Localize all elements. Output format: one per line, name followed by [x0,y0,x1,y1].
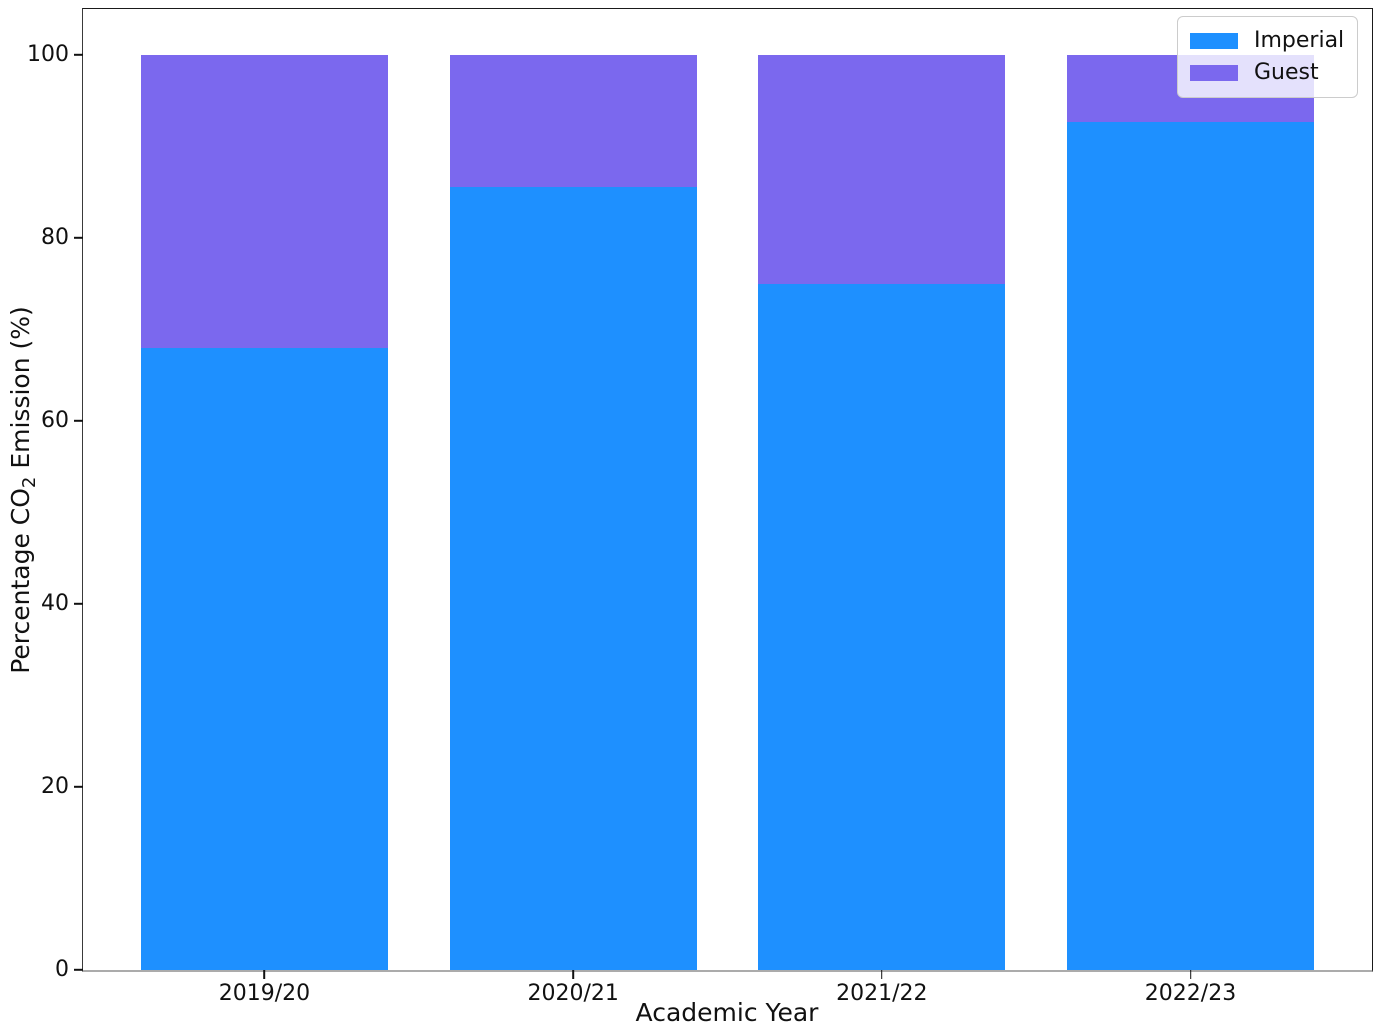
x-tick-mark-2019-20 [263,970,266,979]
y-axis-label-subscript: 2 [19,476,40,489]
y-axis-label-suffix: Emission (%) [6,306,35,477]
bars-layer [83,9,1372,970]
y-tick-label-60: 60 [41,407,69,433]
y-tick-label-0: 0 [55,957,69,982]
x-tick-mark-2020-21 [572,970,574,979]
legend-swatch-guest-icon [1190,65,1238,81]
legend-entry-guest: Guest [1190,61,1357,85]
y-tick-mark-20 [74,786,83,788]
y-axis-label: Percentage CO2 Emission (%) [6,306,40,674]
legend: Imperial Guest [1177,16,1358,98]
y-axis-label-prefix: Percentage CO [6,488,35,674]
legend-label-imperial: Imperial [1254,28,1345,53]
y-tick-label-20: 20 [41,773,69,799]
y-tick-mark-60 [74,420,83,422]
plot-area: Imperial Guest 2019/20 2020/21 2021/22 2022… [27,8,1373,1005]
legend-entry-imperial: Imperial [1190,29,1357,53]
x-tick-label-2021-22: 2021/22 [836,981,928,1006]
legend-swatch-imperial-icon [1190,33,1238,49]
x-tick-label-2019-20: 2019/20 [218,981,311,1006]
bar-segment-guest-2020-21 [449,54,697,188]
y-tick-mark-80 [74,237,83,239]
y-tick-mark-40 [74,603,83,605]
legend-label-guest: Guest [1254,60,1319,85]
bar-segment-imperial-2019-20 [141,347,388,970]
x-axis-label: Academic Year [635,998,819,1027]
bar-segment-guest-2019-20 [141,54,388,348]
y-tick-label-40: 40 [41,590,69,616]
bar-segment-imperial-2022-23 [1067,121,1314,970]
y-tick-label-80: 80 [41,224,69,250]
x-tick-label-2022-23: 2022/23 [1144,981,1237,1006]
y-tick-label-100: 100 [27,41,69,67]
x-tick-mark-2021-22 [881,970,883,979]
y-tick-mark-0 [74,969,83,971]
x-tick-mark-2022-23 [1189,970,1192,979]
x-tick-label-2020-21: 2020/21 [527,981,619,1006]
y-tick-mark-100 [74,53,83,56]
bar-segment-imperial-2021-22 [758,283,1006,970]
bar-segment-guest-2021-22 [758,54,1006,284]
bar-segment-imperial-2020-21 [449,187,697,970]
